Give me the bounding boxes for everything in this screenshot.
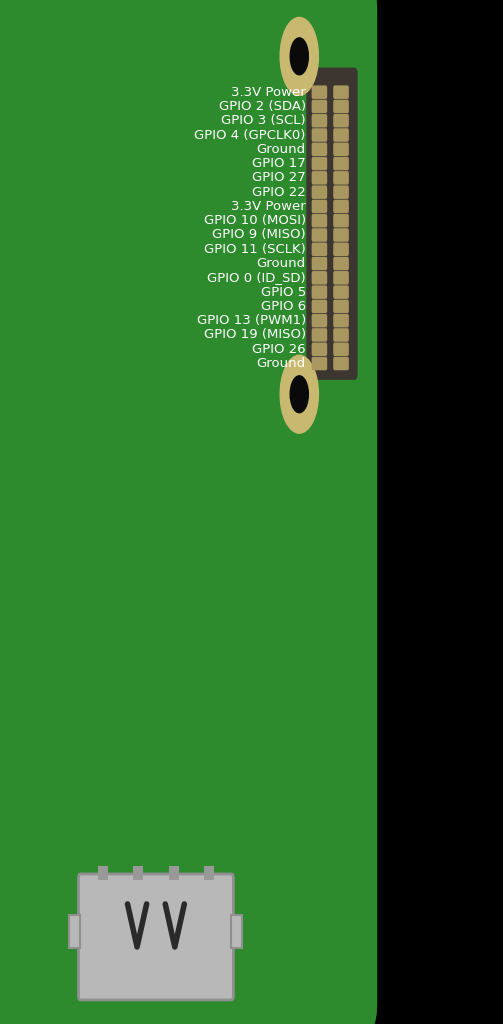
FancyBboxPatch shape (312, 257, 327, 270)
FancyBboxPatch shape (312, 243, 327, 256)
Text: GPIO 10 (MOSI): GPIO 10 (MOSI) (204, 214, 306, 227)
Text: Ground: Ground (257, 357, 306, 370)
FancyBboxPatch shape (312, 142, 327, 156)
Text: GPIO 4 (GPCLK0): GPIO 4 (GPCLK0) (195, 128, 306, 141)
FancyBboxPatch shape (312, 171, 327, 184)
Text: GPIO 3 (SCL): GPIO 3 (SCL) (221, 115, 306, 127)
Circle shape (280, 355, 318, 433)
FancyBboxPatch shape (312, 85, 327, 99)
Text: GPIO 11 (SCLK): GPIO 11 (SCLK) (204, 243, 306, 256)
FancyBboxPatch shape (333, 356, 349, 371)
FancyBboxPatch shape (333, 342, 349, 356)
FancyBboxPatch shape (333, 286, 349, 299)
Text: GPIO 17: GPIO 17 (252, 157, 306, 170)
Text: GPIO 6: GPIO 6 (261, 300, 306, 313)
Bar (133, 865, 143, 880)
Text: GPIO 27: GPIO 27 (252, 171, 306, 184)
Text: GPIO 22: GPIO 22 (252, 185, 306, 199)
FancyBboxPatch shape (78, 874, 233, 999)
Text: 3.3V Power: 3.3V Power (231, 86, 306, 98)
FancyBboxPatch shape (333, 171, 349, 184)
FancyBboxPatch shape (333, 142, 349, 156)
Text: GPIO 19 (MISO): GPIO 19 (MISO) (204, 329, 306, 341)
FancyBboxPatch shape (312, 328, 327, 342)
FancyBboxPatch shape (312, 228, 327, 242)
Text: GPIO 2 (SDA): GPIO 2 (SDA) (219, 100, 306, 113)
Text: Ground: Ground (257, 257, 306, 270)
Text: GPIO 0 (ID_SD): GPIO 0 (ID_SD) (207, 271, 306, 285)
Bar (69, 915, 80, 948)
FancyBboxPatch shape (333, 328, 349, 342)
FancyBboxPatch shape (312, 300, 327, 313)
FancyBboxPatch shape (333, 200, 349, 213)
FancyBboxPatch shape (333, 271, 349, 285)
FancyBboxPatch shape (333, 314, 349, 328)
FancyBboxPatch shape (312, 128, 327, 141)
Circle shape (290, 376, 308, 413)
FancyBboxPatch shape (333, 243, 349, 256)
FancyBboxPatch shape (333, 228, 349, 242)
FancyBboxPatch shape (333, 300, 349, 313)
Text: GPIO 5: GPIO 5 (261, 286, 306, 299)
FancyBboxPatch shape (312, 271, 327, 285)
FancyBboxPatch shape (333, 185, 349, 199)
FancyBboxPatch shape (333, 99, 349, 114)
FancyBboxPatch shape (312, 185, 327, 199)
Bar (231, 915, 242, 948)
FancyBboxPatch shape (0, 0, 377, 1024)
FancyBboxPatch shape (312, 214, 327, 227)
FancyBboxPatch shape (333, 157, 349, 170)
FancyBboxPatch shape (333, 85, 349, 99)
FancyBboxPatch shape (312, 286, 327, 299)
Circle shape (280, 17, 318, 95)
FancyBboxPatch shape (312, 114, 327, 128)
FancyBboxPatch shape (333, 128, 349, 141)
Text: GPIO 26: GPIO 26 (252, 343, 306, 355)
FancyBboxPatch shape (333, 114, 349, 128)
Text: Ground: Ground (257, 142, 306, 156)
Text: GPIO 13 (PWM1): GPIO 13 (PWM1) (197, 314, 306, 328)
Bar (169, 865, 179, 880)
Bar (98, 865, 108, 880)
Text: 3.3V Power: 3.3V Power (231, 200, 306, 213)
FancyBboxPatch shape (312, 356, 327, 371)
FancyBboxPatch shape (306, 68, 358, 380)
Text: GPIO 9 (MISO): GPIO 9 (MISO) (212, 228, 306, 242)
Circle shape (290, 38, 308, 75)
FancyBboxPatch shape (312, 314, 327, 328)
FancyBboxPatch shape (312, 157, 327, 170)
FancyBboxPatch shape (312, 99, 327, 114)
FancyBboxPatch shape (312, 200, 327, 213)
FancyBboxPatch shape (333, 257, 349, 270)
Bar (204, 865, 214, 880)
FancyBboxPatch shape (333, 214, 349, 227)
FancyBboxPatch shape (312, 342, 327, 356)
